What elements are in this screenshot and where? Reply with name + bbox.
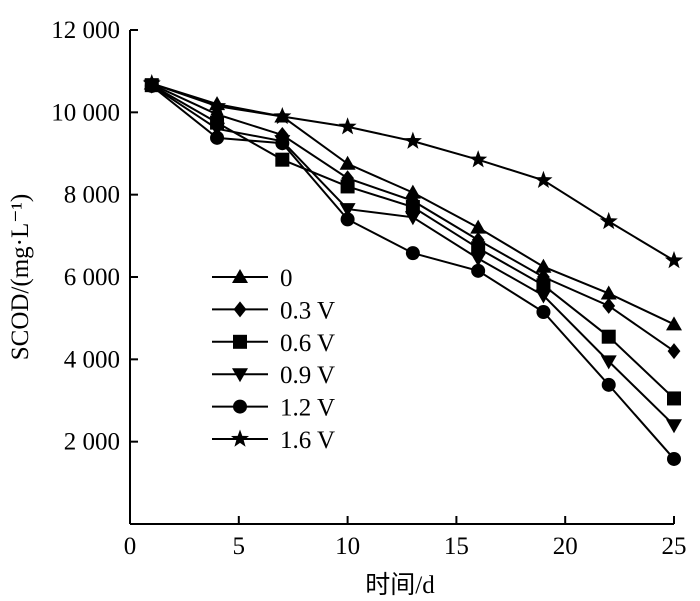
data-point xyxy=(602,297,616,314)
data-point xyxy=(667,343,681,360)
series-2 xyxy=(144,78,681,406)
data-point xyxy=(209,122,226,137)
data-point xyxy=(599,211,618,230)
legend-marker xyxy=(232,368,248,383)
legend-label: 0.6 V xyxy=(280,330,335,357)
data-point xyxy=(664,251,684,269)
legend-marker xyxy=(233,399,247,414)
legend-label: 0 xyxy=(280,265,293,292)
data-point xyxy=(275,152,290,167)
x-axis-ticks: 0 5 10 15 20 25 xyxy=(124,516,687,560)
data-point xyxy=(471,241,486,256)
legend-marker xyxy=(233,301,247,318)
legend-item: 0.6 V xyxy=(212,330,335,357)
data-point xyxy=(208,96,227,114)
y-tick-label: 8 000 xyxy=(64,182,120,209)
data-point xyxy=(275,136,290,151)
data-point xyxy=(340,179,355,194)
x-tick-label: 25 xyxy=(662,533,687,560)
data-point xyxy=(273,106,292,125)
x-tick-label: 20 xyxy=(553,533,578,560)
data-point xyxy=(600,355,617,370)
data-point xyxy=(142,74,161,92)
legend-marker xyxy=(233,334,247,349)
legend-item: 0.9 V xyxy=(212,362,335,389)
legend-item: 1.2 V xyxy=(212,395,335,422)
data-point xyxy=(667,391,681,406)
legend-item: 1.6 V xyxy=(212,427,335,454)
data-point xyxy=(536,278,551,293)
data-point xyxy=(471,263,486,278)
y-tick-label: 2 000 xyxy=(64,429,120,456)
x-axis-title: 时间/d xyxy=(365,571,435,599)
data-point xyxy=(405,246,420,261)
data-point xyxy=(470,252,487,267)
data-point xyxy=(601,377,616,392)
data-point xyxy=(470,219,487,234)
data-point xyxy=(535,289,552,304)
y-axis-ticks: 2 000 4 000 6 000 8 000 10 000 12 000 xyxy=(51,17,138,456)
y-tick-label: 10 000 xyxy=(51,99,120,126)
data-point xyxy=(403,131,422,149)
data-point xyxy=(600,285,617,300)
data-point xyxy=(535,258,552,273)
y-axis-title: SCOD/(mg·L⁻¹) xyxy=(7,194,34,361)
y-tick-label: 4 000 xyxy=(64,346,120,373)
x-tick-label: 0 xyxy=(124,533,137,560)
legend-marker xyxy=(232,269,248,283)
data-point xyxy=(404,184,421,199)
legend-label: 0.3 V xyxy=(280,297,335,324)
data-point xyxy=(534,170,553,188)
data-point xyxy=(340,212,355,227)
data-point xyxy=(210,130,225,145)
data-point xyxy=(338,117,357,135)
legend-item: 0 xyxy=(212,265,293,292)
legend-label: 1.6 V xyxy=(280,427,335,454)
legend-label: 0.9 V xyxy=(280,362,335,389)
data-point xyxy=(275,126,289,143)
legend-marker xyxy=(230,429,250,447)
x-tick-label: 5 xyxy=(233,533,246,560)
legend: 0 0.3 V 0.6 V 0.9 V 1.2 V 1.6 V xyxy=(212,265,335,454)
legend-label: 1.2 V xyxy=(280,395,335,422)
data-point xyxy=(666,419,682,434)
data-point xyxy=(536,304,551,319)
series-5 xyxy=(142,74,684,269)
data-point xyxy=(404,211,421,226)
series-line xyxy=(151,82,675,262)
data-point xyxy=(667,451,681,466)
y-tick-label: 12 000 xyxy=(51,17,120,44)
legend-item: 0.3 V xyxy=(212,297,335,324)
data-point xyxy=(469,150,488,168)
series-layer xyxy=(142,74,684,466)
data-point xyxy=(666,316,682,331)
y-tick-label: 6 000 xyxy=(64,264,120,291)
x-tick-label: 15 xyxy=(444,533,469,560)
data-point xyxy=(405,200,420,215)
data-point xyxy=(601,329,616,344)
series-4 xyxy=(144,78,681,466)
x-tick-label: 10 xyxy=(335,533,360,560)
data-point xyxy=(339,203,356,218)
data-point xyxy=(339,155,356,170)
